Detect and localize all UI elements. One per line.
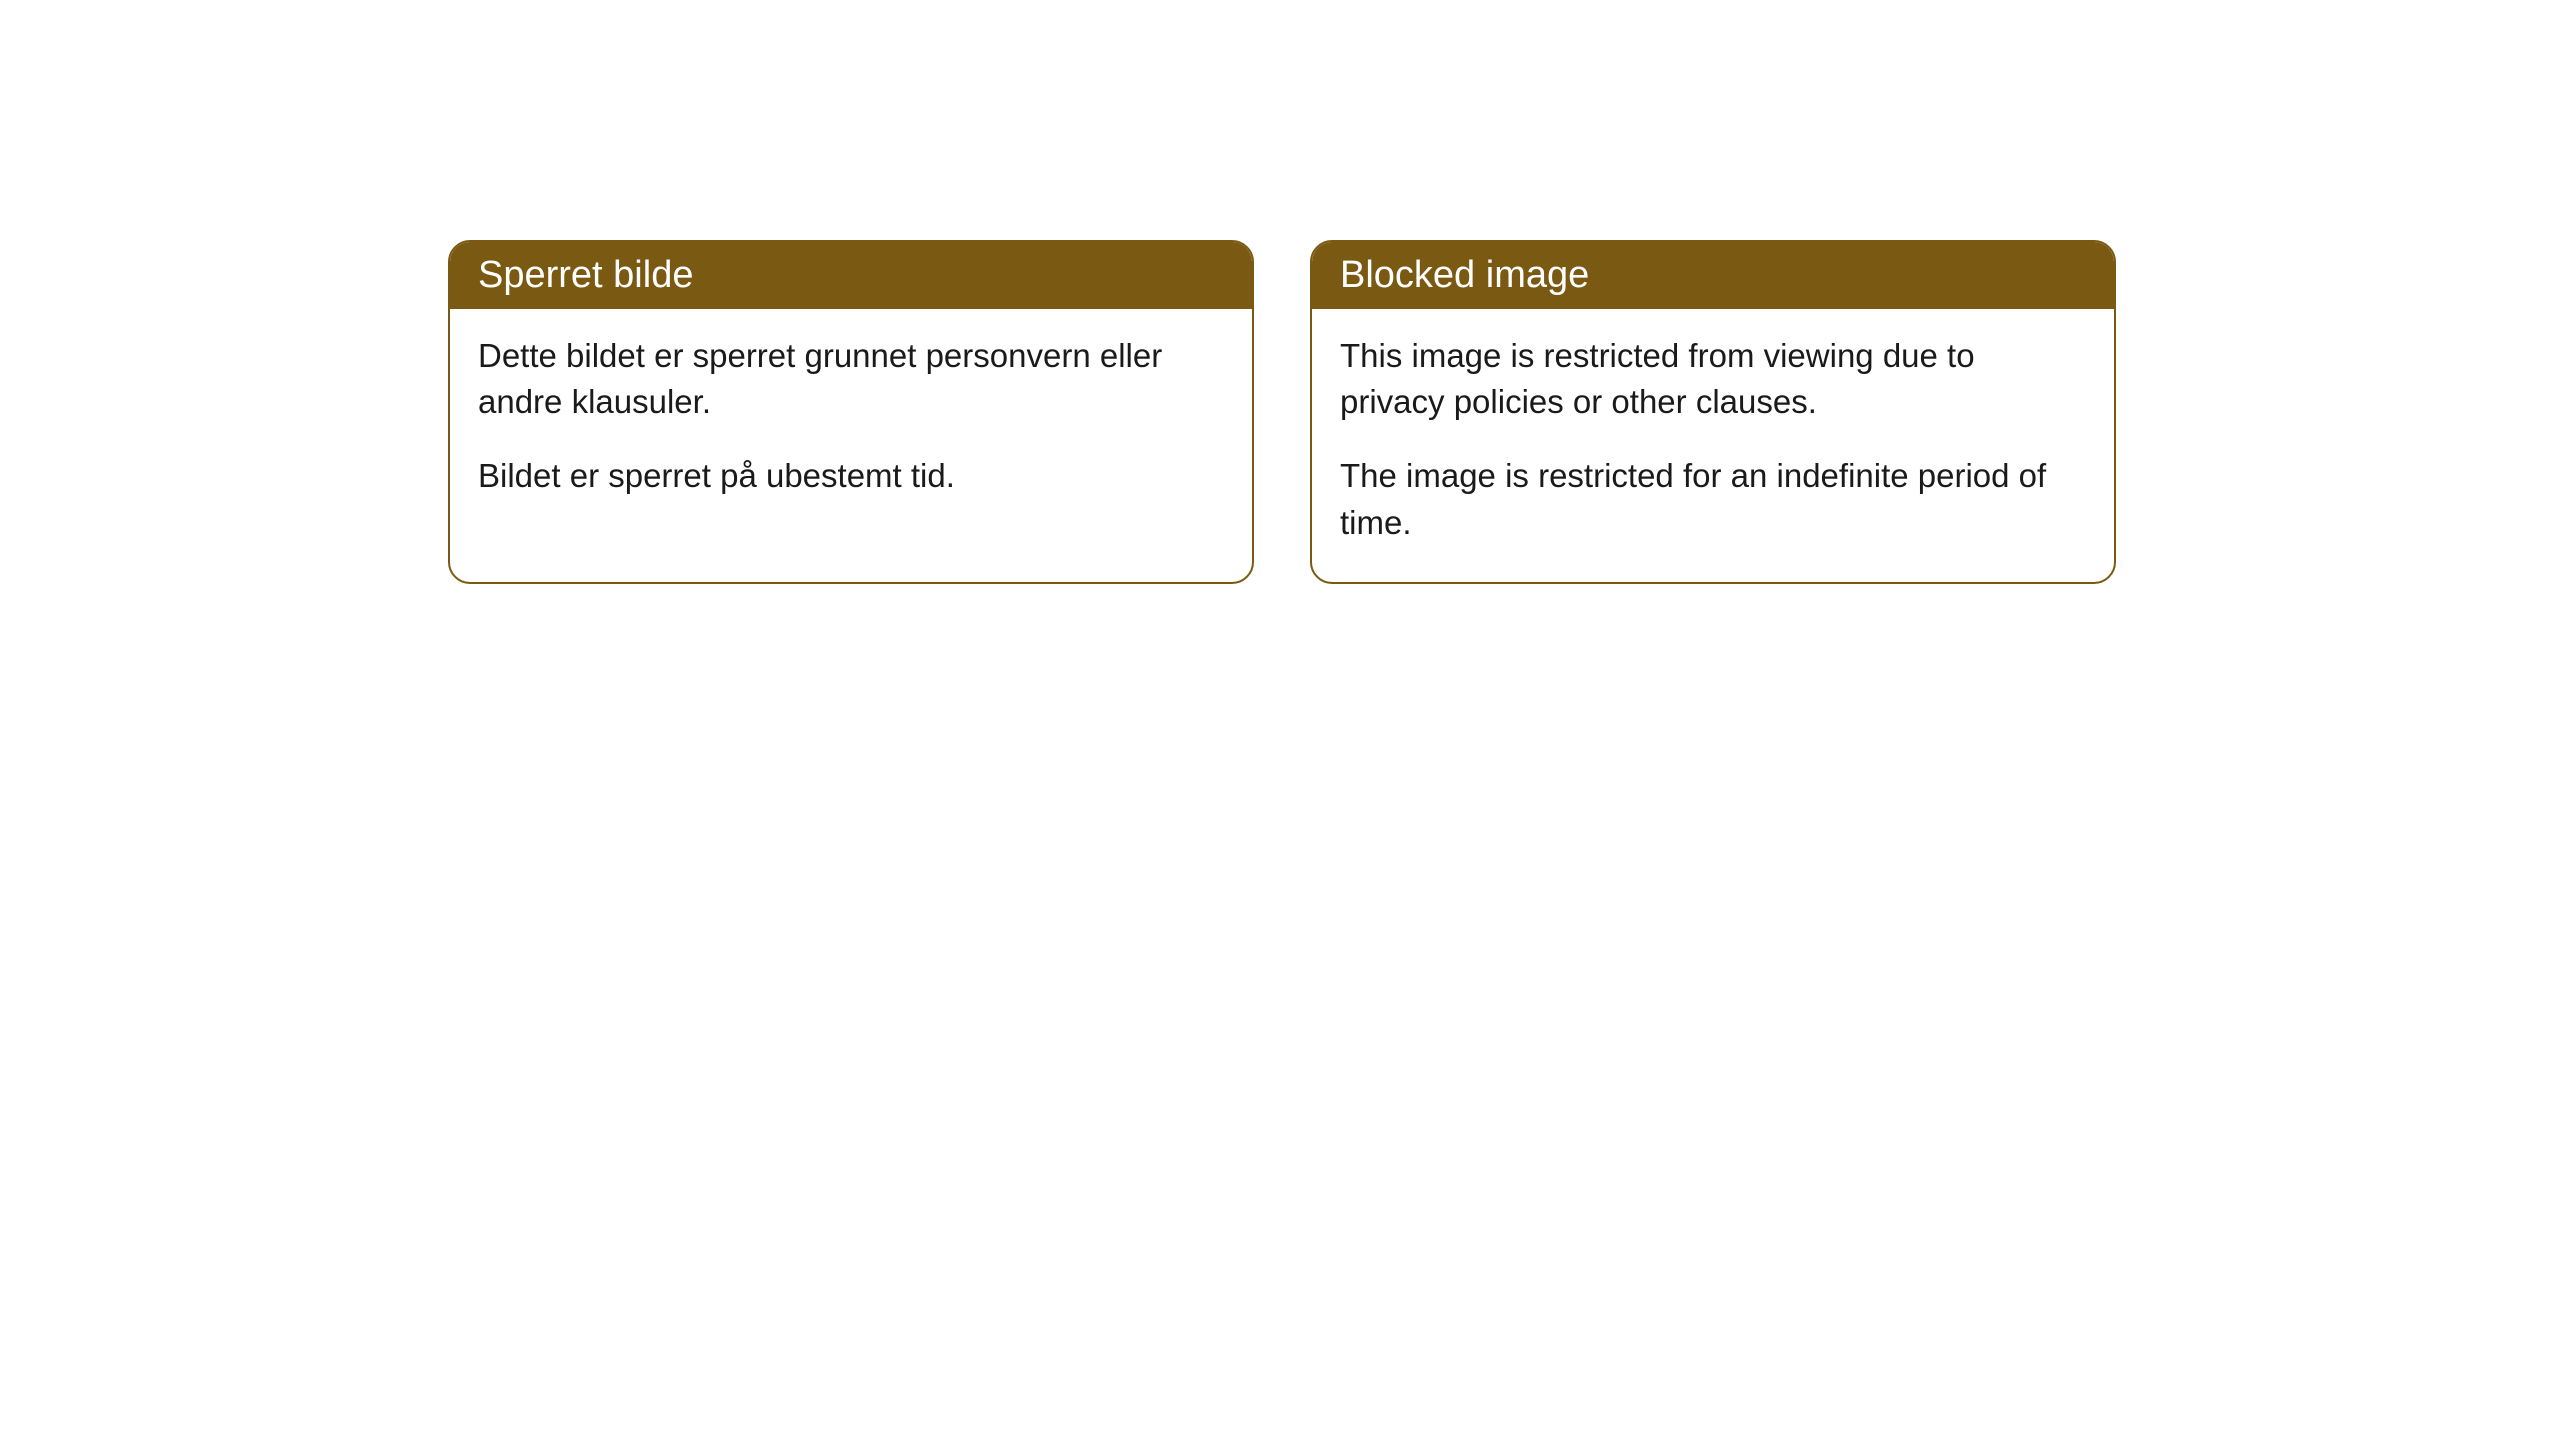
cards-container: Sperret bilde Dette bildet er sperret gr… (448, 240, 2560, 584)
card-paragraph-1-english: This image is restricted from viewing du… (1340, 333, 2086, 425)
card-norwegian: Sperret bilde Dette bildet er sperret gr… (448, 240, 1254, 584)
card-title-norwegian: Sperret bilde (478, 254, 693, 296)
card-body-norwegian: Dette bildet er sperret grunnet personve… (450, 309, 1252, 536)
card-body-english: This image is restricted from viewing du… (1312, 309, 2114, 582)
card-header-norwegian: Sperret bilde (450, 242, 1252, 309)
card-english: Blocked image This image is restricted f… (1310, 240, 2116, 584)
card-paragraph-2-english: The image is restricted for an indefinit… (1340, 453, 2086, 545)
card-paragraph-2-norwegian: Bildet er sperret på ubestemt tid. (478, 453, 1224, 499)
card-paragraph-1-norwegian: Dette bildet er sperret grunnet personve… (478, 333, 1224, 425)
card-header-english: Blocked image (1312, 242, 2114, 309)
card-title-english: Blocked image (1340, 254, 1589, 296)
